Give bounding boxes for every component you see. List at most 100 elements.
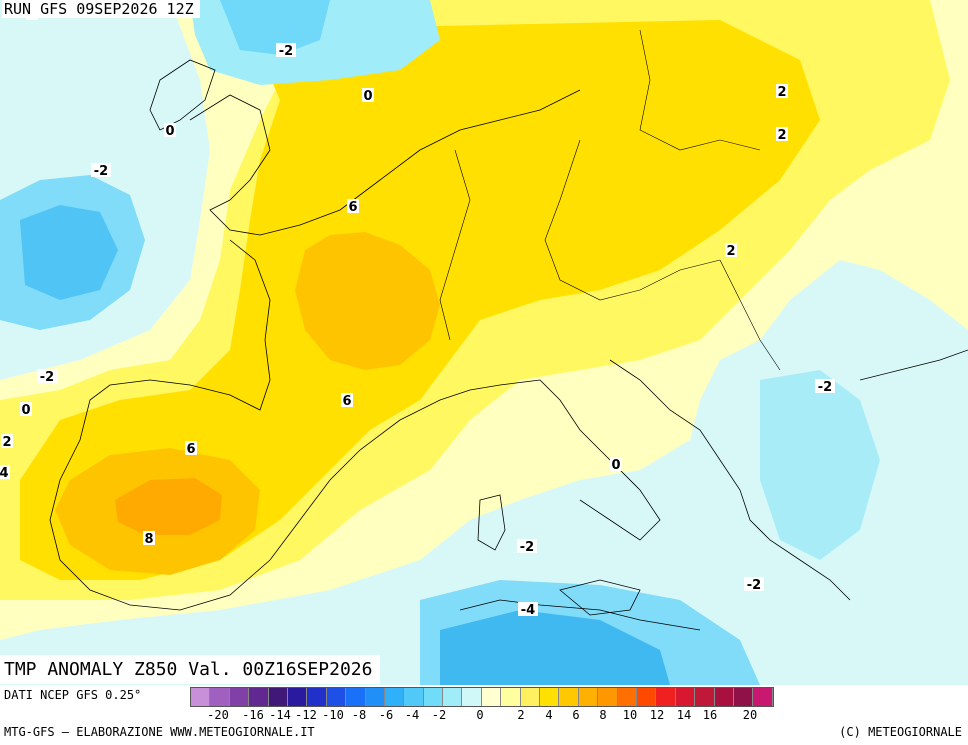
- contour-label: 0: [611, 458, 620, 473]
- colorbar-swatch: [346, 688, 366, 706]
- copyright: (C) METEOGIORNALE: [839, 725, 962, 739]
- contour-label: -2: [520, 540, 534, 555]
- contour-label: -2: [747, 578, 761, 593]
- colorbar-swatch: [636, 688, 657, 706]
- colorbar-swatch: [287, 688, 308, 706]
- contour-label-bg: [0, 465, 10, 479]
- contour-label-bg: [610, 457, 622, 471]
- colorbar-swatch: [617, 688, 637, 706]
- contour-label-bg: [164, 123, 176, 137]
- colorbar-tick-label: -14: [269, 708, 291, 722]
- colorbar-tick-label: 6: [572, 708, 580, 722]
- contour-label-bg: [185, 441, 197, 455]
- colorbar-tick-label: -8: [351, 708, 367, 722]
- colorbar-swatch: [520, 688, 541, 706]
- colorbar-tick-label: 4: [545, 708, 553, 722]
- contour-label: 2: [2, 435, 11, 450]
- colorbar-tick-label: 10: [622, 708, 638, 722]
- contour-label: 6: [186, 442, 195, 457]
- contour-label-bg: [776, 127, 788, 141]
- contour-label-bg: [20, 402, 32, 416]
- contour-label-bg: [725, 243, 737, 257]
- colorbar-tick-label: 20: [742, 708, 758, 722]
- colorbar-swatch: [365, 688, 385, 706]
- colorbar-swatch: [540, 688, 560, 706]
- colorbar-tick-label: 14: [676, 708, 692, 722]
- contour-label: -2: [279, 44, 293, 59]
- colorbar-swatch: [501, 688, 521, 706]
- contour-label: 0: [165, 124, 174, 139]
- colorbar-tick-label: 0: [476, 708, 484, 722]
- colorbar-swatch: [656, 688, 676, 706]
- colorbar-tick-label: -16: [242, 708, 264, 722]
- contour-label-bg: [347, 199, 359, 213]
- colorbar-swatch: [714, 688, 734, 706]
- footer: DATI NCEP GFS 0.25° -20 -16 -14 -12 -10 -8 -6-…: [0, 685, 968, 745]
- contour-label-bg: [341, 393, 353, 407]
- contour-label: 6: [342, 394, 351, 409]
- contour-label-bg: [744, 577, 764, 591]
- contour-label-bg: [1, 434, 13, 448]
- colorbar-ticks: -20 -16 -14 -12 -10 -8 -6 -4 -2 0 2 4 6 8 10 12 14 16 20: [190, 708, 968, 722]
- colorbar-swatch: [695, 688, 715, 706]
- credit: MTG-GFS — ELABORAZIONE WWW.METEOGIORNALE…: [4, 725, 315, 739]
- colorbar-swatch: [210, 688, 230, 706]
- contour-label: -2: [94, 164, 108, 179]
- contour-label-bg: [276, 43, 296, 57]
- contour-label-bg: [37, 369, 57, 383]
- colorbar-swatch: [598, 688, 618, 706]
- colorbar-tick-label: 8: [599, 708, 607, 722]
- colorbar-swatch: [733, 688, 754, 706]
- contour-label: 6: [348, 200, 357, 215]
- colorbar-swatch: [423, 688, 444, 706]
- colorbar-swatch: [307, 688, 327, 706]
- colorbar-swatch: [753, 688, 773, 706]
- contour-label: -2: [818, 380, 832, 395]
- colorbar-swatch: [559, 688, 579, 706]
- contour-label: 2: [777, 128, 786, 143]
- colorbar-swatch: [443, 688, 463, 706]
- colorbar-tick-label: -2: [431, 708, 447, 722]
- data-source: DATI NCEP GFS 0.25°: [4, 688, 142, 702]
- colorbar: [190, 687, 774, 707]
- colorbar-swatch: [481, 688, 502, 706]
- colorbar-swatch: [191, 688, 211, 706]
- colorbar-swatch: [249, 688, 269, 706]
- colorbar-tick-label: 12: [649, 708, 665, 722]
- colorbar-tick-label: -20: [207, 708, 229, 722]
- colorbar-tick-label: 2: [517, 708, 525, 722]
- colorbar-swatch: [404, 688, 424, 706]
- contour-label-bg: [815, 379, 835, 393]
- colorbar-swatch: [578, 688, 599, 706]
- contour-label: -2: [40, 370, 54, 385]
- run-label: RUN GFS 09SEP2026 12Z: [2, 0, 200, 18]
- colorbar-swatch: [675, 688, 696, 706]
- contour-label: 2: [726, 244, 735, 259]
- contour-label: 4: [0, 466, 9, 481]
- colorbar-swatch: [229, 688, 250, 706]
- colorbar-tick-label: -12: [295, 708, 317, 722]
- colorbar-swatch: [462, 688, 482, 706]
- contour-label-bg: [362, 88, 374, 102]
- colorbar-swatch: [268, 688, 288, 706]
- contour-label: -4: [521, 603, 535, 618]
- contour-label: 8: [144, 532, 153, 547]
- contour-label-bg: [518, 602, 538, 616]
- colorbar-tick-label: 16: [702, 708, 718, 722]
- contour-label: 0: [363, 89, 372, 104]
- contour-label: 2: [777, 85, 786, 100]
- contour-label: 0: [21, 403, 30, 418]
- colorbar-swatch: [384, 688, 405, 706]
- contour-label-bg: [143, 531, 155, 545]
- contour-label-bg: [776, 84, 788, 98]
- map-title: TMP ANOMALY Z850 Val. 00Z16SEP2026: [0, 655, 381, 684]
- colorbar-swatch: [326, 688, 347, 706]
- contour-label-bg: [517, 539, 537, 553]
- colorbar-tick-label: -10: [322, 708, 344, 722]
- colorbar-tick-label: -4: [404, 708, 420, 722]
- colorbar-tick-label: -6: [378, 708, 394, 722]
- contour-label-bg: [91, 163, 111, 177]
